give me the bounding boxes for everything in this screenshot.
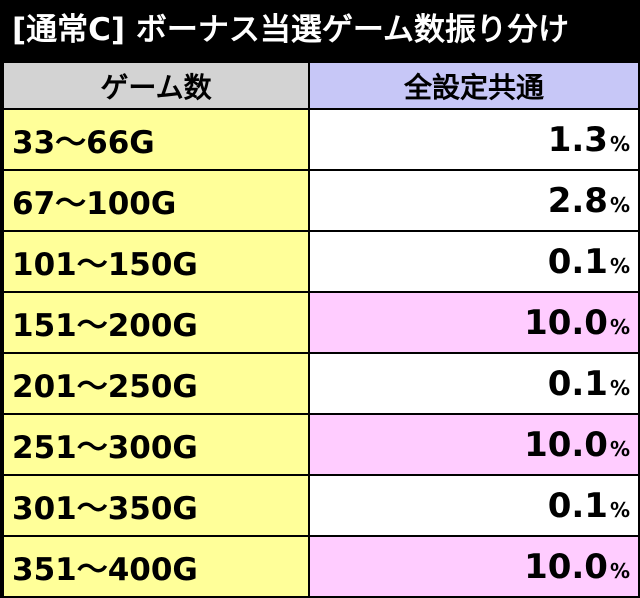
rate-unit: % [609,497,630,522]
row-range: 201〜250G [4,354,308,413]
rate-unit: % [609,253,630,278]
table-row: 33〜66G 1.3% [4,110,638,169]
table-row: 351〜400G 10.0% [4,537,638,596]
rate-unit: % [609,131,630,156]
rate-value: 0.1 [547,363,608,404]
row-range: 33〜66G [4,110,308,169]
row-rate: 0.1% [310,476,638,535]
row-rate: 0.1% [310,232,638,291]
rate-value: 10.0 [524,424,608,465]
header-game-count: ゲーム数 [4,63,308,108]
rate-unit: % [609,558,630,583]
rate-unit: % [609,314,630,339]
distribution-table: ゲーム数 全設定共通 33〜66G 1.3% 67〜100G 2.8% 101〜… [2,61,640,598]
rate-unit: % [609,375,630,400]
table-row: 201〜250G 0.1% [4,354,638,413]
row-range: 251〜300G [4,415,308,474]
rate-value: 10.0 [524,546,608,587]
row-range: 351〜400G [4,537,308,596]
row-rate: 2.8% [310,171,638,230]
row-rate-highlight: 10.0% [310,537,638,596]
header-all-settings: 全設定共通 [310,63,638,108]
rate-value: 1.3 [547,119,608,160]
row-rate: 0.1% [310,354,638,413]
table-row: 101〜150G 0.1% [4,232,638,291]
row-rate-highlight: 10.0% [310,293,638,352]
row-range: 101〜150G [4,232,308,291]
table-row: 67〜100G 2.8% [4,171,638,230]
table-row: 151〜200G 10.0% [4,293,638,352]
row-rate-highlight: 10.0% [310,415,638,474]
rate-value: 10.0 [524,302,608,343]
row-rate: 1.3% [310,110,638,169]
rate-value: 0.1 [547,485,608,526]
rate-value: 2.8 [547,180,608,221]
row-range: 151〜200G [4,293,308,352]
rate-unit: % [609,436,630,461]
row-range: 67〜100G [4,171,308,230]
table-header-row: ゲーム数 全設定共通 [4,63,638,108]
rate-value: 0.1 [547,241,608,282]
row-range: 301〜350G [4,476,308,535]
table-row: 301〜350G 0.1% [4,476,638,535]
rate-unit: % [609,192,630,217]
page-title: [通常C] ボーナス当選ゲーム数振り分け [0,0,640,61]
table-row: 251〜300G 10.0% [4,415,638,474]
